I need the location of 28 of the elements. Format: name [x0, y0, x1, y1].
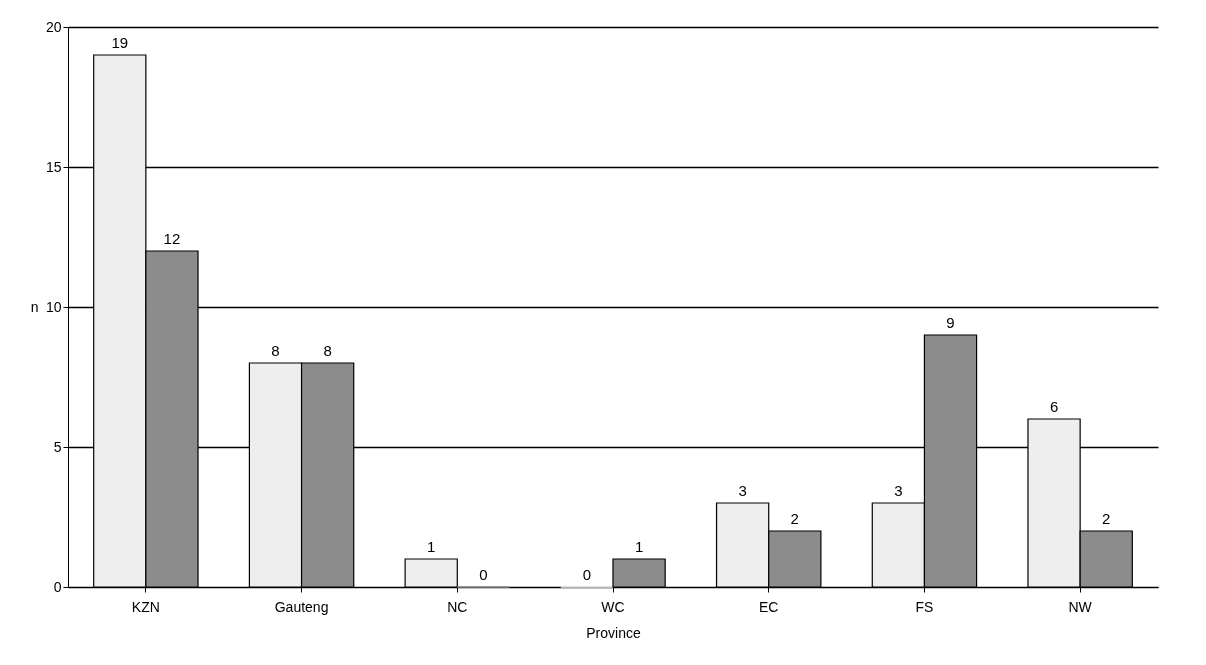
- data-label: 9: [946, 314, 955, 331]
- data-label: 0: [582, 566, 592, 583]
- data-label: 2: [790, 510, 799, 527]
- x-tick-label: NC: [447, 598, 468, 615]
- y-tick-label: 20: [45, 18, 62, 35]
- data-label: 3: [894, 482, 903, 499]
- y-tick-label: 10: [45, 298, 62, 315]
- data-label: 19: [111, 34, 129, 51]
- x-tick-label: FS: [915, 598, 934, 615]
- x-tick-label: KZN: [131, 598, 160, 615]
- x-axis-title: Province: [586, 624, 641, 641]
- data-label: 1: [634, 538, 644, 555]
- data-label: 2: [1102, 510, 1111, 527]
- x-tick-label: WC: [601, 598, 625, 615]
- data-label: 8: [323, 342, 332, 359]
- y-axis-title: n: [30, 298, 39, 315]
- y-tick-label: 0: [53, 578, 62, 595]
- y-tick-label: 15: [45, 158, 62, 175]
- data-label: 6: [1049, 398, 1059, 415]
- data-label: 12: [163, 230, 181, 247]
- x-tick-label: NW: [1068, 598, 1093, 615]
- data-label: 1: [427, 538, 436, 555]
- data-label: 8: [271, 342, 280, 359]
- data-label: 3: [738, 482, 747, 499]
- x-tick-label: EC: [758, 598, 779, 615]
- data-label: 0: [479, 566, 488, 583]
- y-tick-label: 5: [53, 438, 62, 455]
- x-tick-label: Gauteng: [274, 598, 329, 615]
